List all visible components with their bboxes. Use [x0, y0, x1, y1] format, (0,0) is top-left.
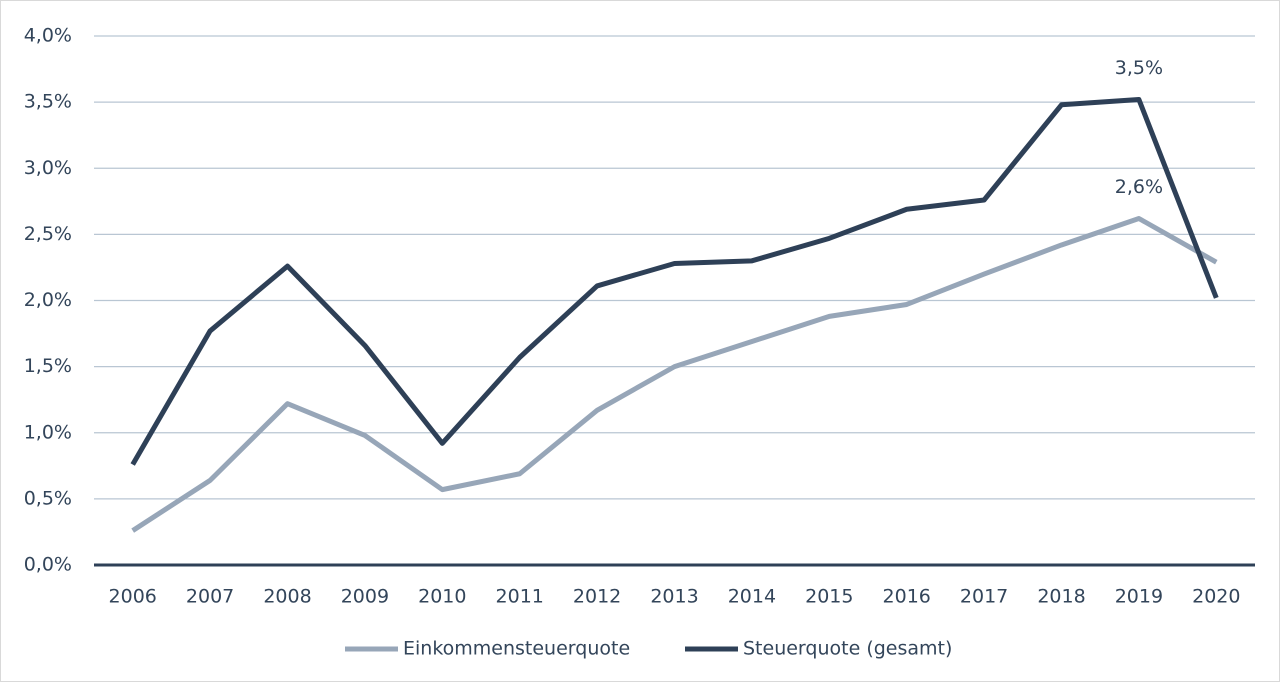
x-tick-label: 2008	[263, 586, 311, 608]
x-tick-label: 2009	[341, 586, 389, 608]
y-tick-label: 4,0%	[24, 25, 72, 47]
x-tick-label: 2016	[883, 586, 931, 608]
x-tick-label: 2007	[186, 586, 234, 608]
data-label: 2,6%	[1115, 176, 1163, 198]
y-tick-label: 1,5%	[24, 355, 72, 377]
y-tick-label: 3,5%	[24, 91, 72, 113]
x-tick-label: 2017	[960, 586, 1008, 608]
x-tick-label: 2006	[109, 586, 157, 608]
series-line	[131, 216, 1218, 533]
x-tick-label: 2018	[1037, 586, 1085, 608]
y-tick-label: 0,5%	[24, 487, 72, 509]
y-tick-label: 1,0%	[24, 421, 72, 443]
y-tick-label: 2,5%	[24, 223, 72, 245]
x-tick-label: 2019	[1115, 586, 1163, 608]
y-tick-label: 2,0%	[24, 289, 72, 311]
data-label: 3,5%	[1115, 57, 1163, 79]
y-tick-label: 3,0%	[24, 157, 72, 179]
x-tick-label: 2014	[728, 586, 776, 608]
x-tick-label: 2010	[418, 586, 466, 608]
legend-label: Einkommensteuerquote	[403, 638, 630, 660]
y-tick-label: 0,0%	[24, 554, 72, 576]
x-tick-label: 2011	[496, 586, 544, 608]
series-line	[130, 96, 1219, 466]
x-tick-label: 2013	[650, 586, 698, 608]
x-tick-label: 2012	[573, 586, 621, 608]
x-tick-label: 2015	[805, 586, 853, 608]
x-tick-label: 2020	[1192, 586, 1240, 608]
legend-label: Steuerquote (gesamt)	[743, 638, 952, 660]
